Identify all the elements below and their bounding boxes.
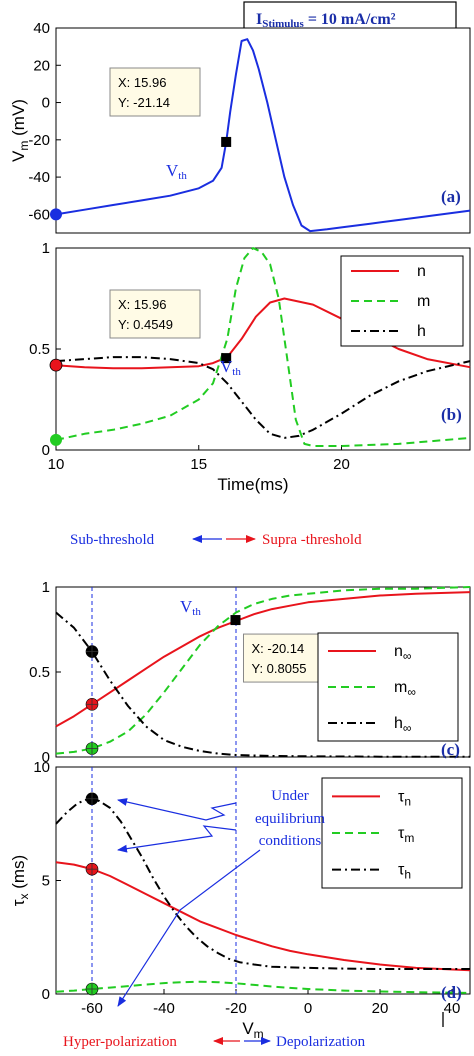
supra-threshold-label: Supra -threshold [262, 532, 362, 548]
legend-label-m: τm [398, 825, 414, 845]
chart-panel-a: -60 -40 -20 0 20 40 X: 15.96 Y: -21.14 Vth Vm (mV… [9, 20, 471, 234]
x-axis-label: Time(ms) [217, 475, 288, 494]
start-marker-m [50, 433, 62, 446]
y-axis-label: τx (ms) [9, 855, 31, 906]
y-tick-label: 0 [42, 95, 50, 112]
legend-label-h: h∞ [394, 715, 411, 735]
series-line-h [55, 356, 471, 439]
x-tick-label: 20 [372, 1000, 389, 1017]
hyper-polarization-label: Hyper-polarization [63, 1034, 177, 1050]
x-tick-label: -60 [81, 1000, 103, 1017]
datatip-marker [221, 353, 232, 364]
x-tick-label: 40 [444, 1000, 461, 1017]
annotation-line-2: equilibrium [255, 811, 325, 827]
y-tick-label: 0.5 [29, 341, 50, 358]
y-tick-label: 1 [42, 240, 50, 257]
y-tick-label: 0 [42, 749, 50, 766]
y-tick-label: -40 [28, 169, 50, 186]
x-axis-label: Vm [242, 1019, 263, 1041]
chart-panel-b: 0 0.5 1 10 15 20 X: 15.96 Y: 0.4549 Vth Time(ms) (… [29, 240, 471, 494]
legend-label-m: m∞ [394, 679, 416, 699]
datatip-x: X: 15.96 [118, 297, 166, 312]
series-line-n [55, 861, 471, 972]
x-tick-label: 10 [48, 456, 65, 473]
panel-tag: (a) [441, 187, 461, 206]
vth-label: Vth [180, 597, 201, 618]
series-line-m [55, 247, 471, 447]
datatip-y: Y: -21.14 [118, 95, 170, 110]
annotation-arrow-n [117, 825, 237, 853]
datatip-x: X: -20.14 [251, 641, 304, 656]
x-tick-label: -20 [225, 1000, 247, 1017]
datatip-box [109, 289, 201, 339]
datatip-y: Y: 0.8055 [251, 661, 306, 676]
y-tick-label: 10 [33, 759, 50, 776]
x-tick-label: 0 [304, 1000, 312, 1017]
chart-panel-c: 0 0.5 1 X: -20.14 Y: 0.8055 Vth (c) n∞ m∞ h∞ [29, 579, 471, 766]
panel-tag: (c) [441, 740, 460, 759]
series-line-m [55, 586, 471, 755]
y-tick-label: 0 [42, 986, 50, 1003]
y-tick-label: 0.5 [29, 664, 50, 681]
series-line-m [55, 980, 471, 994]
stimulus-rest: = 10 mA/cm² [304, 11, 396, 28]
legend-label-h: h [417, 323, 426, 340]
annotation-arrow-m [117, 849, 261, 1007]
y-tick-label: -20 [28, 132, 50, 149]
x-tick-label: -40 [153, 1000, 175, 1017]
legend-box [317, 632, 459, 742]
legend-box [340, 255, 464, 347]
annotation-line-1: Under [271, 788, 309, 804]
vth-label: Vth [220, 357, 241, 378]
datatip-marker [230, 615, 241, 626]
y-tick-label: 5 [42, 873, 50, 890]
datatip-box [109, 67, 201, 117]
stimulus-sub: Stimulus [262, 18, 304, 30]
x-tick-label: 20 [333, 456, 350, 473]
plot-frame [55, 27, 471, 234]
sub-threshold-label: Sub-threshold [70, 532, 155, 548]
annotation-arrow-h [117, 798, 237, 821]
legend-label-m: m [417, 293, 430, 310]
equilibrium-annotation: Under equilibrium conditions [117, 788, 325, 1007]
threshold-arrows: Sub-threshold Supra -threshold [70, 532, 362, 548]
polarization-arrows: Hyper-polarization Depolarization [63, 1034, 366, 1050]
annotation-line-3: conditions [259, 833, 322, 849]
legend-label-h: τh [398, 862, 411, 882]
svg-text:IStimulus = 10 mA/cm²: IStimulus = 10 mA/cm² [256, 11, 396, 30]
y-tick-label: 0 [42, 442, 50, 459]
series-line-vm [55, 38, 471, 233]
start-marker-vm [50, 208, 62, 221]
y-tick-label: -60 [28, 206, 50, 223]
legend-label-n: n [417, 263, 426, 280]
start-marker-n [49, 358, 63, 372]
panel-tag: (b) [441, 405, 462, 424]
y-axis-label: Vm (mV) [9, 99, 31, 162]
legend-box [321, 777, 463, 889]
x-tick-label: 15 [190, 456, 207, 473]
depolarization-label: Depolarization [276, 1034, 366, 1050]
stimulus-text: I [256, 11, 262, 28]
datatip-marker [221, 136, 232, 147]
chart-panel-d: 0 5 10 -60 -40 -20 0 20 40 τx (ms) Vm (d) τn τm τh [9, 759, 471, 1041]
y-tick-label: 1 [42, 579, 50, 596]
legend-label-n: τn [398, 788, 411, 808]
datatip-y: Y: 0.4549 [118, 317, 173, 332]
series-line-n [55, 591, 471, 728]
panel-tag: (d) [441, 983, 462, 1002]
datatip-x: X: 15.96 [118, 75, 166, 90]
series-line-h [55, 611, 471, 758]
legend-label-n: n∞ [394, 643, 411, 663]
y-tick-label: 40 [33, 20, 50, 37]
vth-label: Vth [166, 161, 187, 182]
y-tick-label: 20 [33, 57, 50, 74]
